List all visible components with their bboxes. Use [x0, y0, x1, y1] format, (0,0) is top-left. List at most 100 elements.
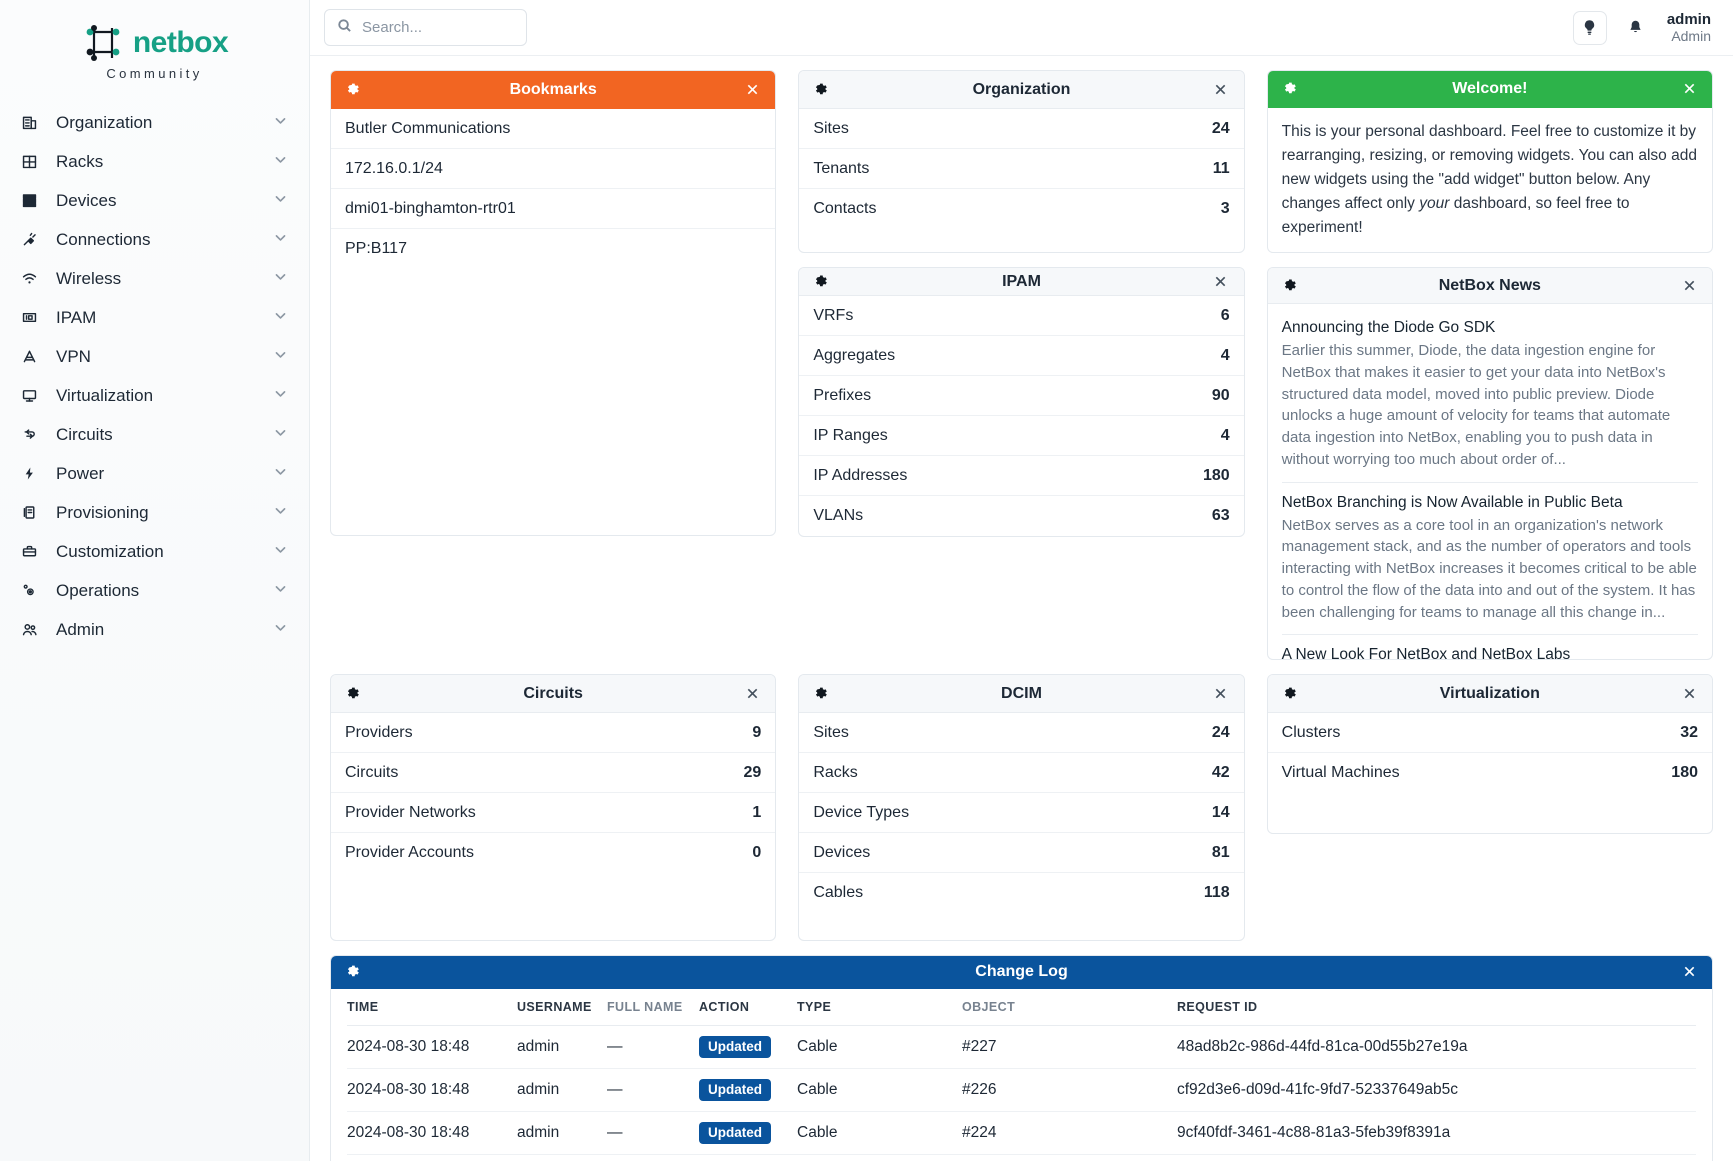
sidebar-item-racks[interactable]: Racks — [0, 142, 309, 181]
list-item[interactable]: IP Ranges 4 — [799, 416, 1244, 456]
list-item[interactable]: Announcing the Diode Go SDK Earlier this… — [1281, 308, 1698, 483]
search-input[interactable] — [362, 19, 514, 36]
table-row[interactable]: 2024-08-30 18:48 admin — Updated Cable #… — [347, 1025, 1696, 1069]
list-item[interactable]: Aggregates 4 — [799, 336, 1244, 376]
close-icon[interactable] — [1211, 684, 1231, 704]
list-item[interactable]: VLANs 63 — [799, 496, 1243, 536]
sidebar-item-admin[interactable]: Admin — [0, 610, 309, 649]
list-item[interactable]: Prefixes 90 — [799, 376, 1244, 416]
list-item[interactable]: Devices 81 — [799, 833, 1244, 873]
gear-icon[interactable] — [1281, 276, 1296, 296]
sidebar-item-operations[interactable]: Operations — [0, 571, 309, 610]
close-icon[interactable] — [1679, 276, 1699, 296]
close-icon[interactable] — [1679, 962, 1699, 982]
gear-icon[interactable] — [344, 80, 359, 100]
chevron-down-icon[interactable] — [274, 114, 287, 132]
close-icon[interactable] — [1211, 272, 1231, 292]
brand-logo-block[interactable]: netbox Community — [0, 10, 309, 99]
list-item[interactable]: PP:B117 — [345, 240, 407, 257]
cell-request-id[interactable]: cf92d3e6-d09d-41fc-9fd7-52337649ab5c — [1177, 1068, 1696, 1112]
lightbulb-icon[interactable] — [1572, 10, 1607, 45]
cell-time[interactable]: 2024-08-30 18:47 — [347, 1154, 517, 1161]
sidebar-item-vpn[interactable]: VPN — [0, 337, 309, 376]
sidebar-item-wireless[interactable]: Wireless — [0, 259, 309, 298]
list-item[interactable]: Racks 42 — [799, 753, 1244, 793]
gear-icon[interactable] — [344, 962, 359, 982]
chevron-down-icon[interactable] — [274, 465, 287, 483]
gear-icon[interactable] — [344, 684, 359, 704]
cell-time[interactable]: 2024-08-30 18:48 — [347, 1068, 517, 1112]
chevron-down-icon[interactable] — [274, 621, 287, 639]
gear-icon[interactable] — [812, 272, 828, 292]
sidebar-item-provisioning[interactable]: Provisioning — [0, 493, 309, 532]
status-badge[interactable]: Updated — [699, 1035, 771, 1058]
chevron-down-icon[interactable] — [274, 231, 287, 249]
sidebar-item-devices[interactable]: Devices — [0, 181, 309, 220]
sidebar-item-ipam[interactable]: IPAM — [0, 298, 309, 337]
chevron-down-icon[interactable] — [274, 582, 287, 600]
cell-request-id[interactable]: 7a2c4a2a-eae0-4762-9866-f89201c997c3 — [1177, 1154, 1696, 1161]
list-item[interactable]: VRFs 6 — [799, 296, 1244, 336]
chevron-down-icon[interactable] — [274, 543, 287, 561]
close-icon[interactable] — [1679, 684, 1699, 704]
list-item[interactable]: Provider Accounts 0 — [331, 833, 775, 873]
user-menu[interactable]: admin Admin — [1665, 11, 1711, 44]
chevron-down-icon[interactable] — [274, 387, 287, 405]
chevron-down-icon[interactable] — [274, 348, 287, 366]
gear-icon[interactable] — [1281, 79, 1296, 99]
sidebar-item-connections[interactable]: Connections — [0, 220, 309, 259]
status-badge[interactable]: Updated — [699, 1121, 771, 1144]
sidebar-item-virtualization[interactable]: Virtualization — [0, 376, 309, 415]
news-title[interactable]: NetBox Branching is Now Available in Pub… — [1281, 493, 1623, 511]
gear-icon[interactable] — [1281, 684, 1296, 704]
bell-icon[interactable] — [1621, 13, 1651, 43]
cell-request-id[interactable]: 48ad8b2c-986d-44fd-81ca-00d55b27e19a — [1177, 1025, 1696, 1069]
cell-object[interactable]: #226 — [962, 1068, 1177, 1112]
close-icon[interactable] — [1211, 80, 1231, 100]
search-box[interactable] — [324, 9, 527, 46]
sidebar-item-circuits[interactable]: Circuits — [0, 415, 309, 454]
cell-time[interactable]: 2024-08-30 18:48 — [347, 1025, 517, 1069]
list-item[interactable]: Clusters 32 — [1267, 713, 1712, 753]
list-item[interactable]: A New Look For NetBox and NetBox Labs — [1282, 635, 1698, 659]
cell-object[interactable]: #224 — [962, 1154, 1177, 1161]
column-header-time[interactable]: TIME — [347, 988, 517, 1026]
list-item[interactable]: Providers 9 — [331, 713, 776, 753]
close-icon[interactable] — [742, 80, 762, 100]
table-row[interactable]: 2024-08-30 18:48 admin — Updated Cable #… — [347, 1111, 1696, 1155]
list-item[interactable]: Contacts 3 — [799, 189, 1243, 229]
list-item[interactable]: dmi01-binghamton-rtr01 — [331, 189, 776, 229]
chevron-down-icon[interactable] — [274, 192, 287, 210]
column-header-username[interactable]: USERNAME — [517, 988, 607, 1026]
status-badge[interactable]: Updated — [699, 1078, 771, 1101]
chevron-down-icon[interactable] — [274, 270, 287, 288]
list-item[interactable]: Tenants 11 — [799, 149, 1244, 189]
news-title[interactable]: A New Look For NetBox and NetBox Labs — [1281, 646, 1571, 659]
list-item[interactable]: Virtual Machines 180 — [1268, 753, 1712, 793]
sidebar-item-customization[interactable]: Customization — [0, 532, 309, 571]
list-item[interactable]: IP Addresses 180 — [799, 456, 1244, 496]
sidebar-item-power[interactable]: Power — [0, 454, 309, 493]
chevron-down-icon[interactable] — [274, 426, 287, 444]
cell-object[interactable]: #227 — [962, 1025, 1177, 1069]
list-item[interactable]: Cables 118 — [799, 873, 1243, 913]
column-header-request-id[interactable]: REQUEST ID — [1177, 988, 1696, 1026]
column-header-action[interactable]: ACTION — [699, 988, 797, 1026]
chevron-down-icon[interactable] — [274, 309, 287, 327]
list-item[interactable]: Butler Communications — [331, 109, 776, 149]
table-row[interactable]: 2024-08-30 18:48 admin — Updated Cable #… — [347, 1068, 1696, 1112]
close-icon[interactable] — [742, 684, 762, 704]
gear-icon[interactable] — [812, 684, 828, 704]
list-item[interactable]: NetBox Branching is Now Available in Pub… — [1281, 483, 1698, 636]
close-icon[interactable] — [1679, 79, 1699, 99]
sidebar-item-organization[interactable]: Organization — [0, 103, 309, 142]
list-item[interactable]: Sites 24 — [799, 713, 1244, 753]
chevron-down-icon[interactable] — [274, 153, 287, 171]
chevron-down-icon[interactable] — [274, 504, 287, 522]
list-item[interactable]: 172.16.0.1/24 — [331, 149, 776, 189]
list-item[interactable]: Device Types 14 — [799, 793, 1244, 833]
list-item[interactable]: Provider Networks 1 — [331, 793, 776, 833]
cell-request-id[interactable]: 9cf40fdf-3461-4c88-81a3-5feb39f8391a — [1177, 1111, 1696, 1155]
news-title[interactable]: Announcing the Diode Go SDK — [1281, 319, 1496, 337]
list-item[interactable]: Sites 24 — [799, 109, 1244, 149]
